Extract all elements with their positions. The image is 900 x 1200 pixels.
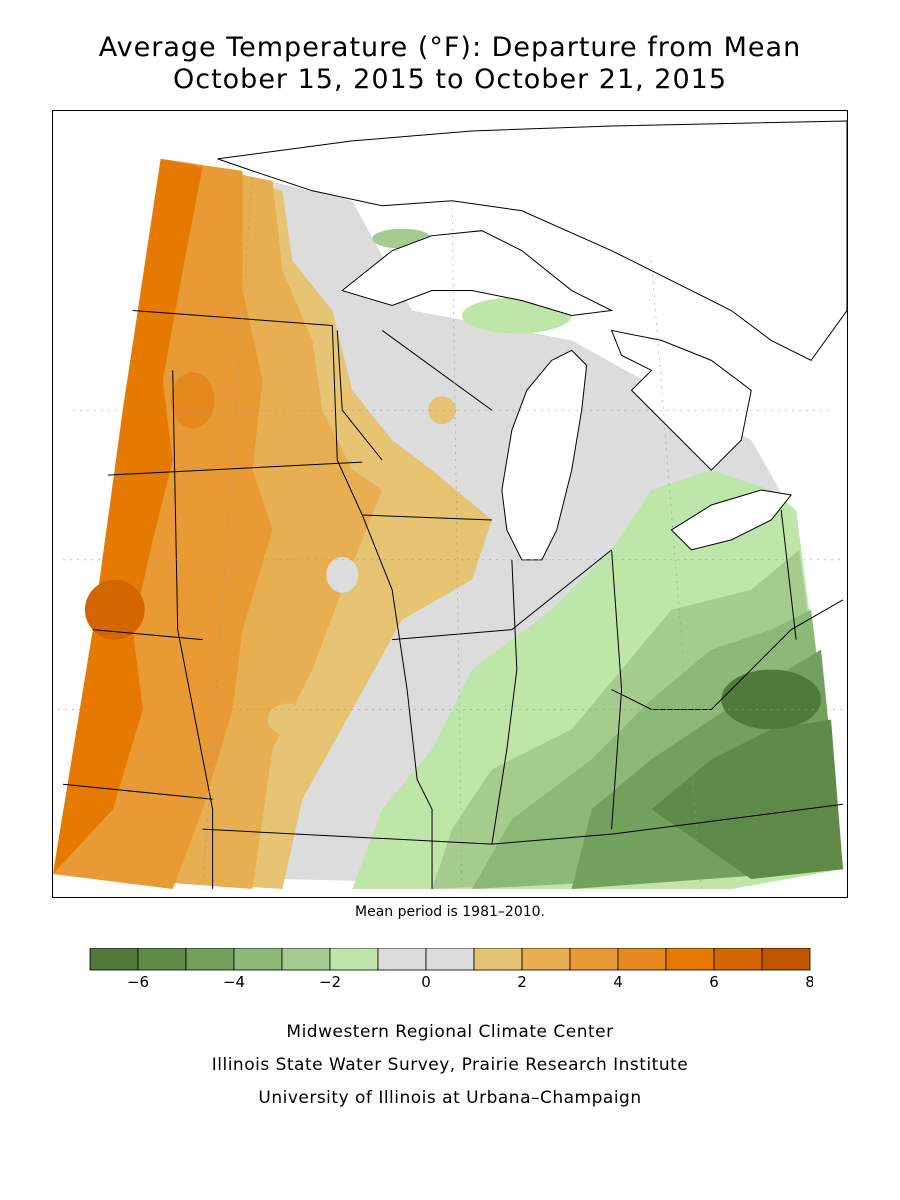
legend-tick-label: 0 <box>421 973 431 988</box>
legend-ticks: −6 −4 −2 0 2 4 6 8 <box>127 973 813 988</box>
legend-swatch <box>329 948 379 971</box>
legend-swatch <box>233 948 283 971</box>
graticule <box>57 170 843 890</box>
credit-line-2: Illinois State Water Survey, Prairie Res… <box>211 1055 689 1075</box>
cool-region-5 <box>651 719 843 880</box>
legend-swatch <box>617 948 667 971</box>
lake-huron <box>610 329 752 471</box>
credit-line-3: University of Illinois at Urbana–Champai… <box>258 1088 642 1108</box>
legend-swatch <box>665 948 715 971</box>
near-zero-spot <box>326 556 359 593</box>
legend-swatch <box>377 948 427 971</box>
warm-spot-2 <box>428 396 456 425</box>
legend-swatch <box>521 948 571 971</box>
legend-swatch <box>713 948 763 971</box>
warm-spot <box>267 703 308 736</box>
legend-tick-label: −2 <box>319 973 341 988</box>
lake-erie <box>670 489 793 551</box>
credit-line-1: Midwestern Regional Climate Center <box>286 1022 614 1042</box>
mean-period-note: Mean period is 1981–2010. <box>355 904 545 920</box>
legend-swatch <box>137 948 187 971</box>
cool-core <box>721 669 822 730</box>
legend-swatch <box>761 948 811 971</box>
color-legend: −6 −4 −2 0 2 4 6 8 <box>89 948 813 988</box>
map-title-line-1: Average Temperature (°F): Departure from… <box>98 32 802 63</box>
warm-core-1 <box>84 579 145 640</box>
legend-tick-label: −6 <box>127 973 149 988</box>
legend-swatch <box>473 948 523 971</box>
legend-swatch <box>89 948 139 971</box>
temperature-departure-map <box>52 110 848 898</box>
warm-region-4 <box>53 158 203 875</box>
legend-swatch <box>281 948 331 971</box>
legend-tick-label: 4 <box>613 973 623 988</box>
legend-swatch <box>425 948 475 971</box>
map-title-line-2: October 15, 2015 to October 21, 2015 <box>172 64 727 95</box>
warm-core-2 <box>170 372 215 429</box>
legend-tick-label: 8 <box>805 973 813 988</box>
legend-tick-label: 6 <box>709 973 719 988</box>
legend-swatches <box>89 948 811 971</box>
legend-swatch <box>569 948 619 971</box>
northern-ontario <box>217 120 847 362</box>
lake-michigan <box>501 349 588 561</box>
legend-tick-label: 2 <box>517 973 527 988</box>
lake-superior <box>341 230 614 316</box>
legend-swatch <box>185 948 235 971</box>
legend-tick-label: −4 <box>223 973 245 988</box>
